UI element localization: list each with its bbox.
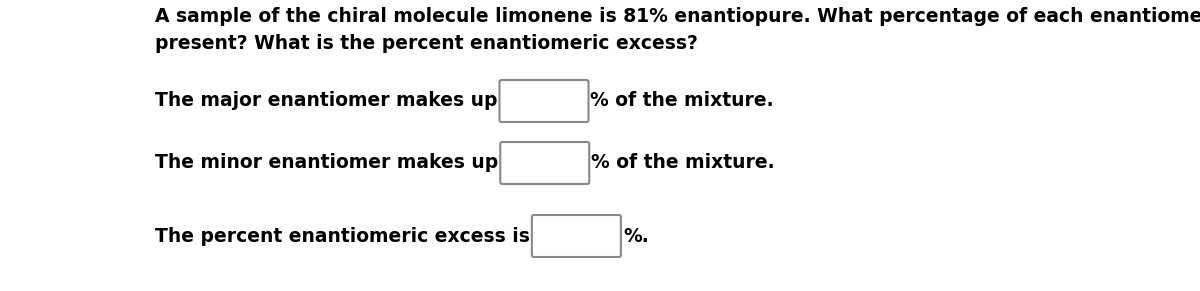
FancyBboxPatch shape <box>500 142 589 184</box>
Text: The minor enantiomer makes up: The minor enantiomer makes up <box>155 153 498 173</box>
Text: % of the mixture.: % of the mixture. <box>592 153 775 173</box>
Text: A sample of the chiral molecule limonene is 81% enantiopure. What percentage of : A sample of the chiral molecule limonene… <box>155 7 1200 26</box>
FancyBboxPatch shape <box>499 80 588 122</box>
Text: The percent enantiomeric excess is: The percent enantiomeric excess is <box>155 226 530 246</box>
Text: % of the mixture.: % of the mixture. <box>590 91 774 111</box>
Text: %.: %. <box>623 226 649 246</box>
FancyBboxPatch shape <box>532 215 620 257</box>
Text: The major enantiomer makes up: The major enantiomer makes up <box>155 91 498 111</box>
Text: present? What is the percent enantiomeric excess?: present? What is the percent enantiomeri… <box>155 34 698 53</box>
